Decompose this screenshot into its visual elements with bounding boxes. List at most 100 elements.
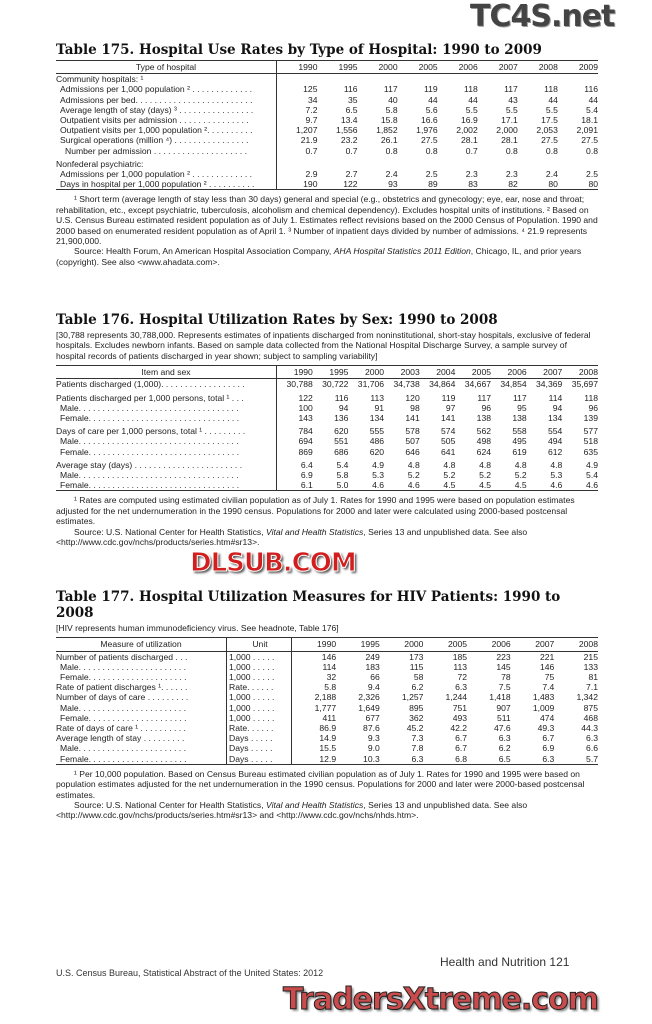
- footnote: ¹ Short term (average length of stay les…: [56, 194, 598, 247]
- table-176-section: Table 176. Hospital Utilization Rates by…: [56, 312, 598, 547]
- table-row: Female. . . . . . . . . . . . . . . . . …: [56, 712, 598, 724]
- cell-value: 80: [557, 179, 598, 191]
- cell-value: 16.6: [420, 115, 438, 126]
- row-label: Community hospitals: ¹: [56, 73, 277, 85]
- cell-value: 27.5: [581, 135, 598, 146]
- source-text: Source: U.S. National Center for Health …: [74, 800, 267, 811]
- table-177-footnotes: ¹ Per 10,000 population. Based on Census…: [56, 769, 598, 821]
- cell-value: 7.4: [542, 682, 555, 693]
- column-header: 2003: [384, 365, 420, 380]
- row-label: Number of days of care . . . . . . . . .: [56, 692, 227, 703]
- cell-value: 94: [552, 402, 563, 413]
- cell-value: 30,722: [322, 379, 349, 390]
- cell-value: 9.7: [305, 115, 318, 126]
- cell-value: 2.3: [465, 169, 478, 180]
- cell-value: 116: [334, 392, 349, 403]
- cell-value: 138: [476, 413, 492, 424]
- cell-value: 577: [583, 426, 598, 437]
- cell-value: 784: [298, 426, 313, 437]
- cell-value: 40: [388, 94, 398, 105]
- row-label: Female. . . . . . . . . . . . . . . . . …: [56, 413, 277, 424]
- cell-value: 2.4: [545, 169, 558, 180]
- cell-value: 141: [405, 413, 420, 424]
- cell-value: 35,697: [571, 379, 598, 390]
- table-row: Admissions per bed. . . . . . . . . . . …: [56, 94, 598, 105]
- cell-value: 6.7: [542, 733, 555, 744]
- cell-value: 43: [508, 94, 518, 105]
- table-row: Community hospitals: ¹: [56, 73, 598, 85]
- cell-value: 1,009: [532, 702, 555, 713]
- cell-value: [277, 74, 318, 85]
- row-label: Rate of patient discharges ¹. . . . . .: [56, 682, 227, 693]
- row-label: Number per admission . . . . . . . . . .…: [56, 145, 277, 156]
- cell-value: 4.8: [514, 459, 527, 470]
- cell-value: 173: [409, 651, 424, 662]
- source-text: Source: U.S. National Center for Health …: [74, 526, 267, 537]
- cell-value: 869: [298, 446, 313, 457]
- cell-value: 223: [496, 651, 511, 662]
- cell-value: [318, 156, 358, 169]
- cell-value: 95: [517, 402, 527, 413]
- cell-value: 118: [544, 84, 558, 95]
- cell-value: 5.5: [465, 104, 478, 115]
- cell-value: 6.7: [455, 733, 468, 744]
- row-label: Number of patients discharged . . .: [56, 651, 227, 662]
- cell-value: 751: [452, 702, 468, 713]
- row-unit: 1,000 . . . . .: [226, 692, 292, 703]
- table-row: Admissions per 1,000 population ² . . . …: [56, 169, 598, 180]
- cell-value: 6.7: [455, 743, 468, 754]
- cell-value: 18.1: [581, 115, 598, 126]
- cell-value: 134: [369, 413, 385, 424]
- table-177-title: Table 177. Hospital Utilization Measures…: [56, 589, 561, 621]
- cell-value: 31,706: [357, 379, 385, 390]
- cell-value: 15.8: [380, 115, 398, 126]
- cell-value: 12.9: [291, 753, 337, 765]
- watermark-logo-middle: DLSUB.COM: [190, 548, 358, 578]
- cell-value: [318, 74, 358, 85]
- cell-value: 34,864: [429, 379, 456, 390]
- cell-value: [518, 156, 558, 169]
- column-header: 1990: [276, 59, 318, 75]
- cell-value: 6.9: [542, 743, 555, 754]
- cell-value: 624: [476, 446, 492, 457]
- row-label: Average stay (days) . . . . . . . . . . …: [56, 456, 277, 471]
- row-label: Rate of days of care ¹ . . . . . . . . .…: [56, 723, 227, 734]
- cell-value: 118: [584, 392, 598, 403]
- cell-value: 612: [547, 446, 563, 457]
- cell-value: 677: [365, 712, 380, 723]
- cell-value: 5.4: [586, 470, 598, 481]
- table-row: Rate of days of care ¹ . . . . . . . . .…: [56, 723, 598, 734]
- cell-value: 114: [322, 661, 337, 672]
- cell-value: 125: [303, 84, 318, 95]
- cell-value: 4.9: [372, 459, 385, 470]
- cell-value: 190: [276, 179, 318, 191]
- cell-value: 117: [512, 392, 527, 403]
- cell-value: 511: [497, 712, 511, 723]
- table-row: Outpatient visits per 1,000 population ²…: [56, 125, 598, 136]
- table-175-footnotes: ¹ Short term (average length of stay les…: [56, 194, 598, 267]
- cell-value: 44: [428, 94, 438, 105]
- cell-value: 141: [441, 413, 456, 424]
- cell-value: 6.2: [411, 682, 424, 693]
- cell-value: 6.6: [586, 743, 598, 754]
- page-section-number: Health and Nutrition 121: [440, 955, 570, 969]
- table-175: Type of hospital 1990 1995 2000 2005 2006 2007…: [56, 59, 598, 191]
- cell-value: [478, 156, 518, 169]
- source-title: AHA Hospital Statistics 2011 Edition: [333, 246, 471, 257]
- table-row: Male. . . . . . . . . . . . . . . . . . …: [56, 436, 598, 447]
- row-label: Admissions per bed. . . . . . . . . . . …: [56, 94, 277, 105]
- cell-value: 34,369: [536, 379, 563, 390]
- cell-value: 551: [334, 436, 349, 447]
- row-label: Male. . . . . . . . . . . . . . . . . . …: [56, 436, 277, 447]
- cell-value: [438, 74, 478, 85]
- row-unit: Rate. . . . . .: [226, 723, 292, 734]
- cell-value: [438, 156, 478, 169]
- cell-value: 117: [504, 84, 518, 95]
- cell-value: 86.9: [319, 723, 337, 734]
- column-header: 2008: [554, 637, 598, 652]
- cell-value: 620: [334, 426, 349, 437]
- footnote: ¹ Per 10,000 population. Based on Census…: [56, 768, 585, 800]
- cell-value: 619: [512, 446, 527, 457]
- cell-value: 2,091: [576, 125, 598, 136]
- cell-value: 875: [583, 702, 598, 713]
